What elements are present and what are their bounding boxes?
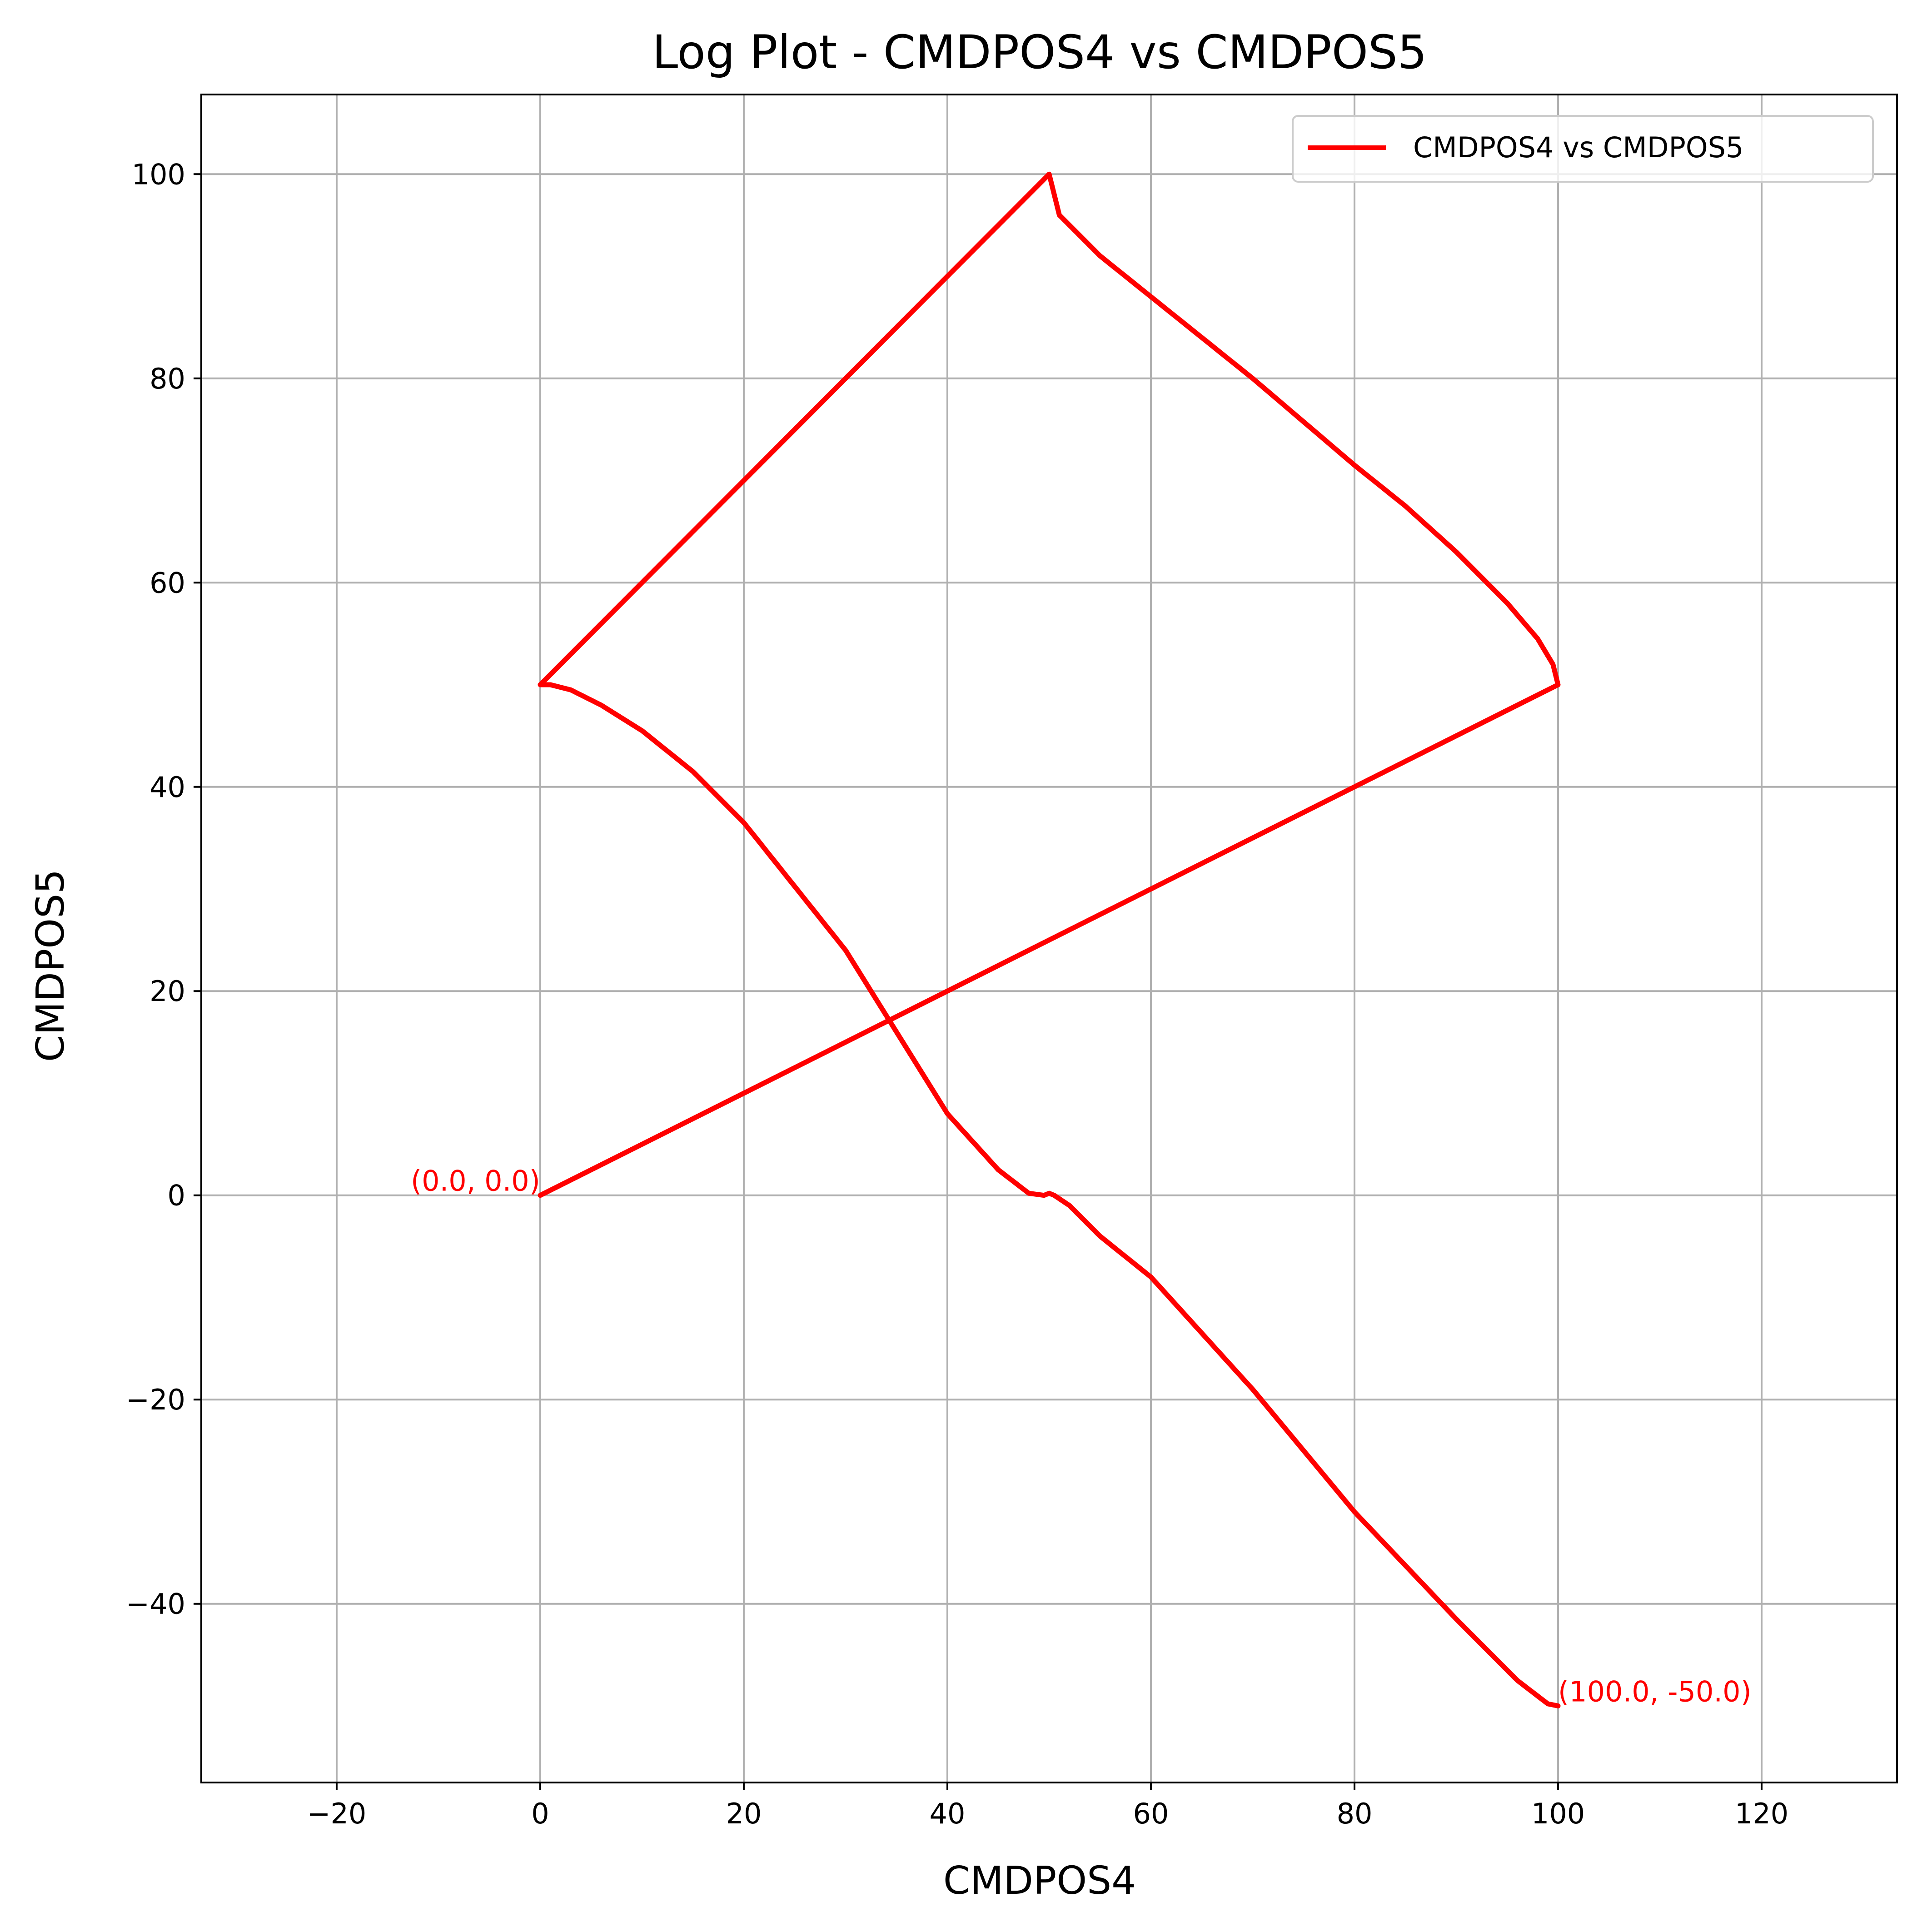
- point-annotation: (100.0, -50.0): [1558, 1675, 1752, 1708]
- plot-area: [200, 94, 1898, 1783]
- ticks-layer: −20 0 20 40 60 80 100 120 −40 −20 0 20 40 60 80 100: [126, 158, 1788, 1830]
- x-axis-label: CMDPOS4: [943, 1858, 1136, 1903]
- y-tick-label: 20: [149, 975, 185, 1008]
- grid-layer: [201, 95, 1897, 1783]
- legend-label: CMDPOS4 vs CMDPOS5: [1413, 131, 1743, 164]
- x-tick-label: 20: [726, 1797, 762, 1830]
- series-layer: [538, 171, 1561, 1708]
- x-tick-label: 0: [531, 1797, 549, 1830]
- x-tick-label: 60: [1133, 1797, 1169, 1830]
- chart-title: Log Plot - CMDPOS4 vs CMDPOS5: [652, 25, 1427, 80]
- point-annotation: (0.0, 0.0): [411, 1165, 540, 1198]
- y-tick-label: 60: [149, 566, 185, 599]
- legend: CMDPOS4 vs CMDPOS5: [1292, 115, 1874, 183]
- plot-frame: [200, 94, 1898, 1783]
- y-tick-label: −20: [126, 1383, 185, 1416]
- x-tick-label: 40: [930, 1797, 966, 1830]
- y-tick-label: 100: [132, 158, 185, 191]
- y-tick-label: −40: [126, 1588, 185, 1621]
- annotation-layer: (0.0, 0.0) (100.0, -50.0): [411, 1165, 1752, 1708]
- y-axis-label: CMDPOS5: [28, 869, 73, 1062]
- y-tick-label: 0: [168, 1179, 185, 1212]
- series-line: [538, 171, 1561, 1708]
- x-tick-label: 80: [1337, 1797, 1373, 1830]
- y-tick-label: 40: [149, 771, 185, 804]
- x-tick-label: 100: [1531, 1797, 1585, 1830]
- x-tick-label: 120: [1735, 1797, 1788, 1830]
- y-tick-label: 80: [149, 362, 185, 395]
- x-tick-label: −20: [307, 1797, 367, 1830]
- legend-box: [1292, 115, 1874, 183]
